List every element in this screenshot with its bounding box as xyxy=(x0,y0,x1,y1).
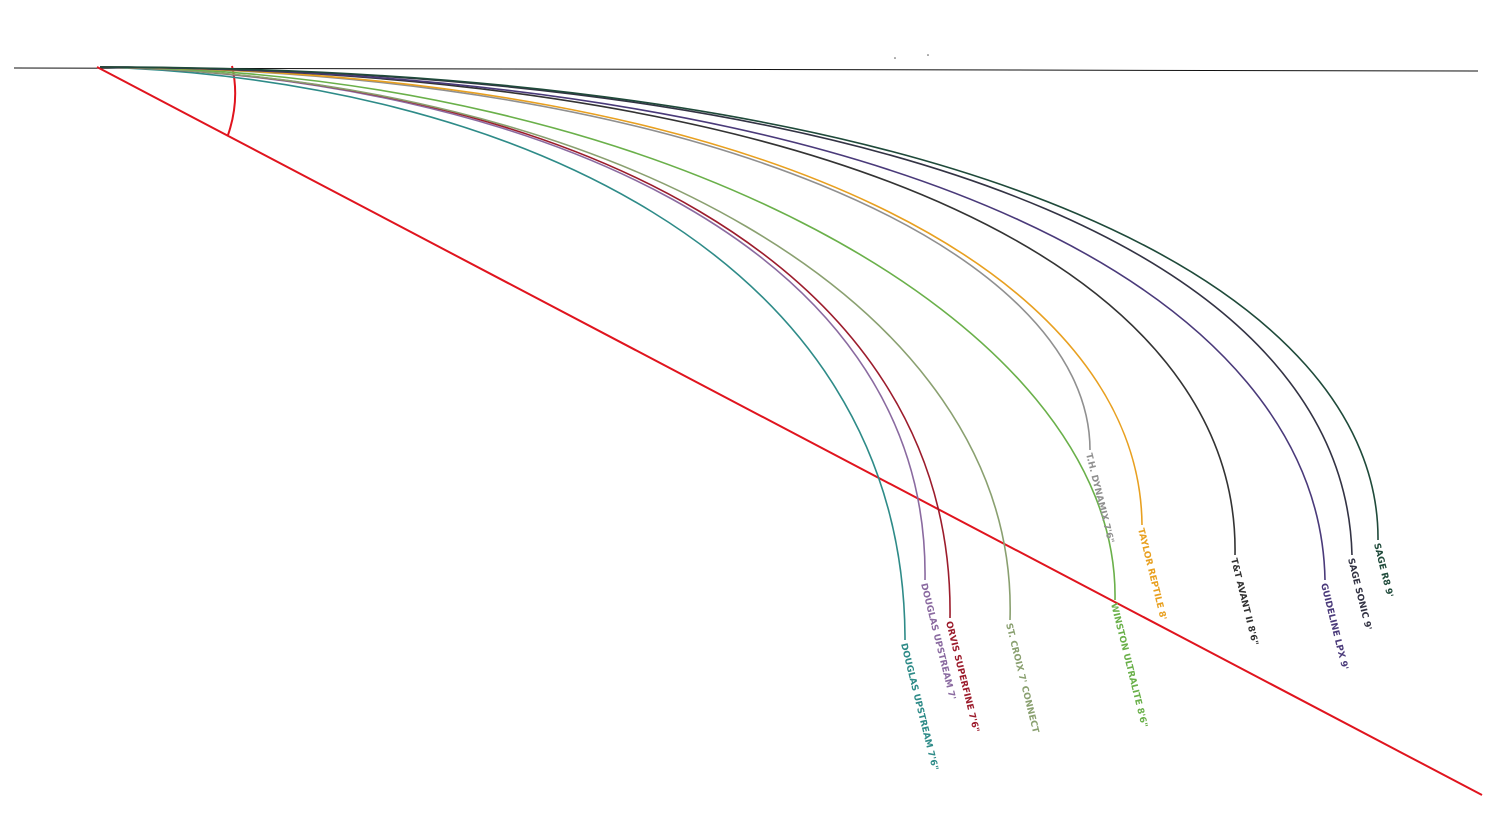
flex-curve xyxy=(99,66,1116,601)
curve-label: T.H. Dynamix 7'6" xyxy=(1083,452,1115,544)
dot xyxy=(894,57,896,59)
flex-curve xyxy=(99,66,1326,581)
flex-curve xyxy=(99,66,1379,541)
flex-curve xyxy=(99,66,1091,451)
flex-curve xyxy=(99,66,1143,526)
curve-label: Sage Sonic 9' xyxy=(1345,557,1373,631)
flex-curve xyxy=(99,66,1236,556)
curve-label: St. Croix 7' Connect xyxy=(1003,622,1040,735)
flex-curve xyxy=(99,66,926,581)
angle-line xyxy=(96,66,1483,796)
dot xyxy=(927,54,929,56)
flex-curve xyxy=(99,66,1353,556)
flex-curve xyxy=(99,66,1011,621)
flex-curve xyxy=(99,66,906,641)
curve-label: T&T Avant II 8'6" xyxy=(1228,557,1259,646)
baseline xyxy=(13,67,1479,72)
curve-label: Taylor Reptile 8' xyxy=(1135,527,1168,621)
curve-label: Sage R8 9' xyxy=(1371,542,1394,598)
curve-label: Guideline LPX 9' xyxy=(1318,582,1349,671)
curve-label: Winston Ultralite 8'6" xyxy=(1108,602,1149,728)
curve-label: Douglas Upstream 7'6" xyxy=(898,642,939,771)
